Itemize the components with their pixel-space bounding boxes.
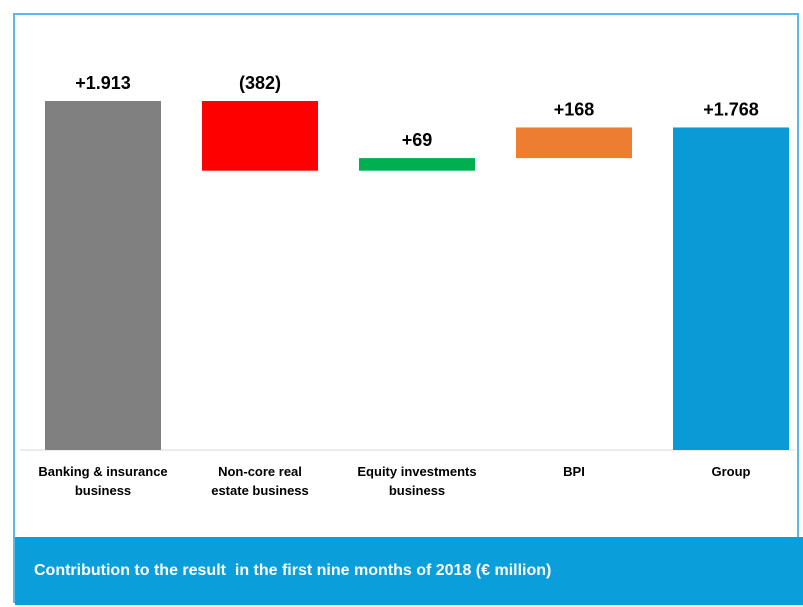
value-label: +168 bbox=[554, 99, 595, 119]
value-label: (382) bbox=[239, 73, 281, 93]
x-tick-label: Non-core real estate business bbox=[211, 464, 309, 498]
value-label: +69 bbox=[402, 130, 433, 150]
value-label: +1.768 bbox=[703, 99, 759, 119]
x-tick-label: BPI bbox=[563, 464, 585, 479]
x-tick-label: Equity investments business bbox=[357, 464, 477, 498]
bar bbox=[673, 127, 789, 450]
bar bbox=[202, 101, 318, 171]
bar bbox=[359, 158, 475, 171]
chart-title: Contribution to the result in the first … bbox=[15, 537, 803, 605]
x-tick-label: Group bbox=[711, 464, 751, 479]
bar bbox=[516, 127, 632, 159]
value-label: +1.913 bbox=[75, 73, 131, 93]
bar bbox=[45, 101, 161, 450]
x-tick-label: Banking & insurance business bbox=[38, 464, 168, 498]
